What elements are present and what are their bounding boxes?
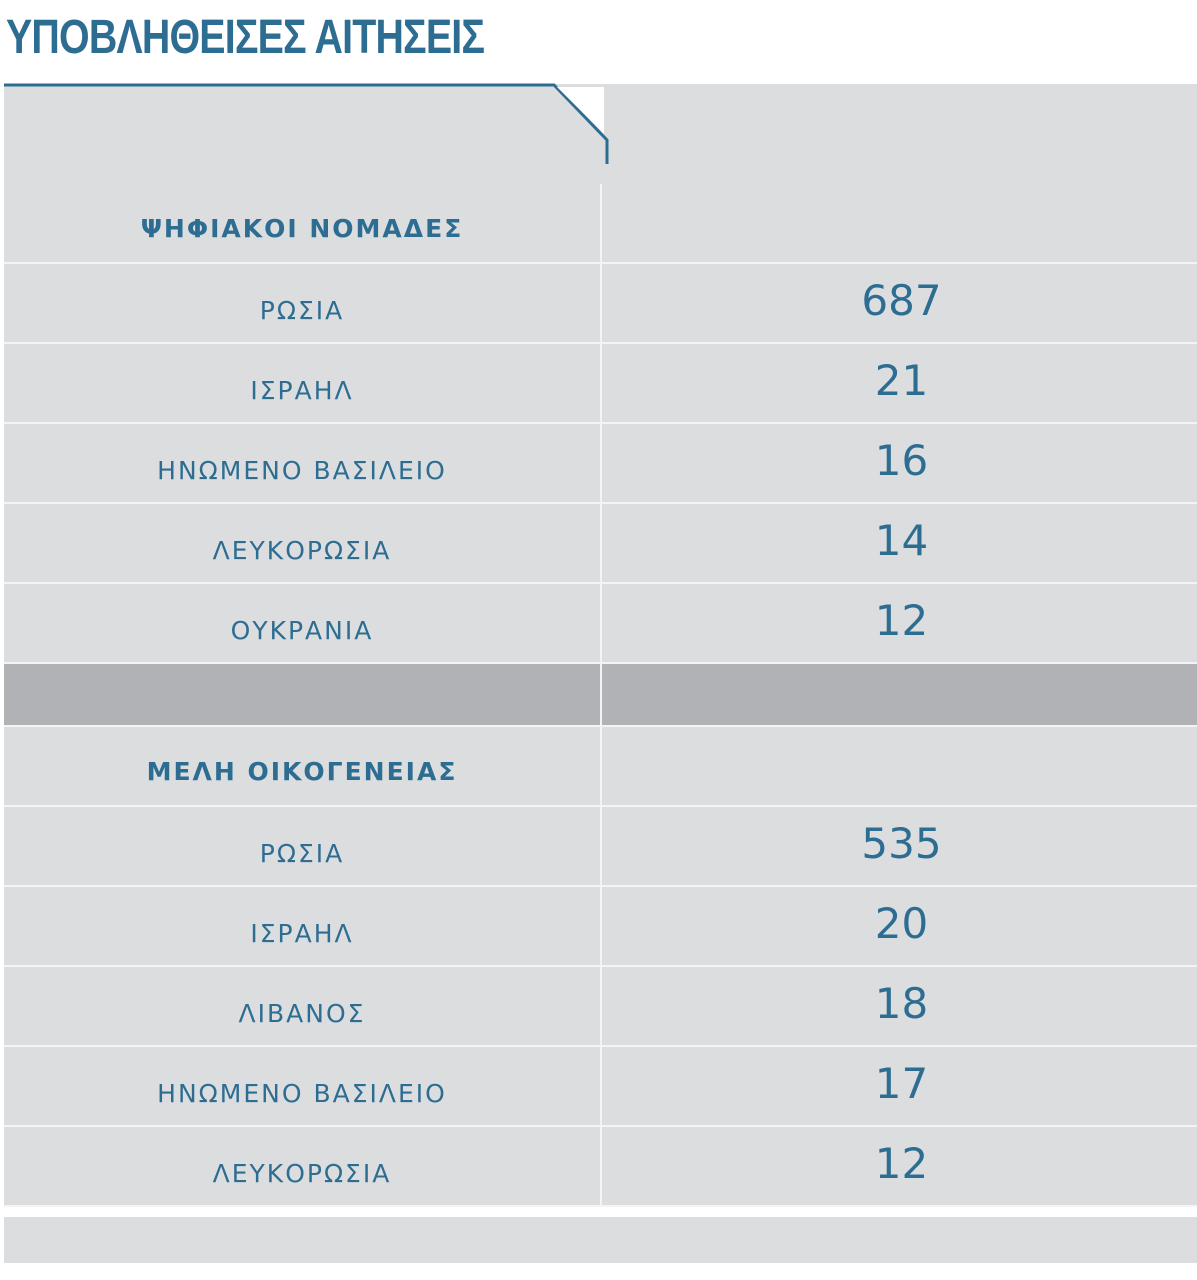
table-row: ΗΝΩΜΕΝΟ ΒΑΣΙΛΕΙΟ 17: [4, 1047, 1197, 1127]
count-value: 12: [874, 1138, 929, 1188]
header-notch-decoration: [4, 83, 609, 164]
table-row: ΟΥΚΡΑΝΙΑ 12: [4, 584, 1197, 664]
country-label: ΡΩΣΙΑ: [259, 838, 345, 868]
count-value: 687: [861, 275, 942, 325]
page-title: ΥΠΟΒΛΗΘΕΙΣΕΣ ΑΙΤΗΣΕΙΣ: [6, 11, 485, 64]
count-value: 535: [861, 818, 942, 868]
country-label: ΡΩΣΙΑ: [259, 295, 345, 325]
applications-table: ΨΗΦΙΑΚΟΙ ΝΟΜΑΔΕΣ ΡΩΣΙΑ 687 ΙΣΡΑΗΛ 21 ΗΝΩ…: [4, 184, 1197, 1207]
count-value: 21: [874, 355, 929, 405]
country-label: ΛΕΥΚΟΡΩΣΙΑ: [212, 535, 392, 565]
table-row: ΡΩΣΙΑ 535: [4, 807, 1197, 887]
table-row: ΙΣΡΑΗΛ 21: [4, 344, 1197, 424]
table-row: ΗΝΩΜΕΝΟ ΒΑΣΙΛΕΙΟ 16: [4, 424, 1197, 504]
table-row: ΡΩΣΙΑ 687: [4, 264, 1197, 344]
table-row: ΙΣΡΑΗΛ 20: [4, 887, 1197, 967]
country-label: ΛΙΒΑΝΟΣ: [238, 998, 366, 1028]
country-label: ΗΝΩΜΕΝΟ ΒΑΣΙΛΕΙΟ: [157, 1078, 447, 1108]
country-label: ΟΥΚΡΑΝΙΑ: [230, 615, 374, 645]
country-label: ΙΣΡΑΗΛ: [250, 375, 354, 405]
count-value: 18: [874, 978, 929, 1028]
section-header-row: ΜΕΛΗ ΟΙΚΟΓΕΝΕΙΑΣ: [4, 727, 1197, 807]
count-value: 20: [874, 898, 929, 948]
section-header-row: ΨΗΦΙΑΚΟΙ ΝΟΜΑΔΕΣ: [4, 184, 1197, 264]
table-row: ΛΙΒΑΝΟΣ 18: [4, 967, 1197, 1047]
table-bottom-band: [4, 1217, 1197, 1263]
section-separator-row: [4, 664, 1197, 727]
count-value: 14: [874, 515, 929, 565]
table-row: ΛΕΥΚΟΡΩΣΙΑ 14: [4, 504, 1197, 584]
count-value: 16: [874, 435, 929, 485]
country-label: ΗΝΩΜΕΝΟ ΒΑΣΙΛΕΙΟ: [157, 455, 447, 485]
table-row: ΛΕΥΚΟΡΩΣΙΑ 12: [4, 1127, 1197, 1207]
section-header: ΜΕΛΗ ΟΙΚΟΓΕΝΕΙΑΣ: [146, 756, 458, 786]
country-label: ΛΕΥΚΟΡΩΣΙΑ: [212, 1158, 392, 1188]
count-value: 17: [874, 1058, 929, 1108]
count-value: 12: [874, 595, 929, 645]
section-header: ΨΗΦΙΑΚΟΙ ΝΟΜΑΔΕΣ: [140, 213, 464, 243]
country-label: ΙΣΡΑΗΛ: [250, 918, 354, 948]
